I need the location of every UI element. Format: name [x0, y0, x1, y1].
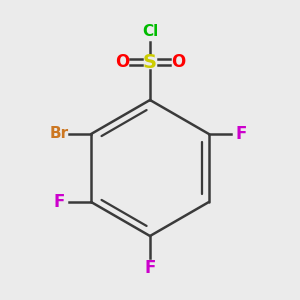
Text: O: O: [171, 53, 185, 71]
Text: F: F: [235, 125, 247, 143]
Text: Cl: Cl: [142, 25, 158, 40]
Text: Br: Br: [50, 127, 69, 142]
Text: F: F: [53, 193, 65, 211]
Text: F: F: [144, 259, 156, 277]
Text: S: S: [143, 52, 157, 71]
Text: O: O: [115, 53, 129, 71]
